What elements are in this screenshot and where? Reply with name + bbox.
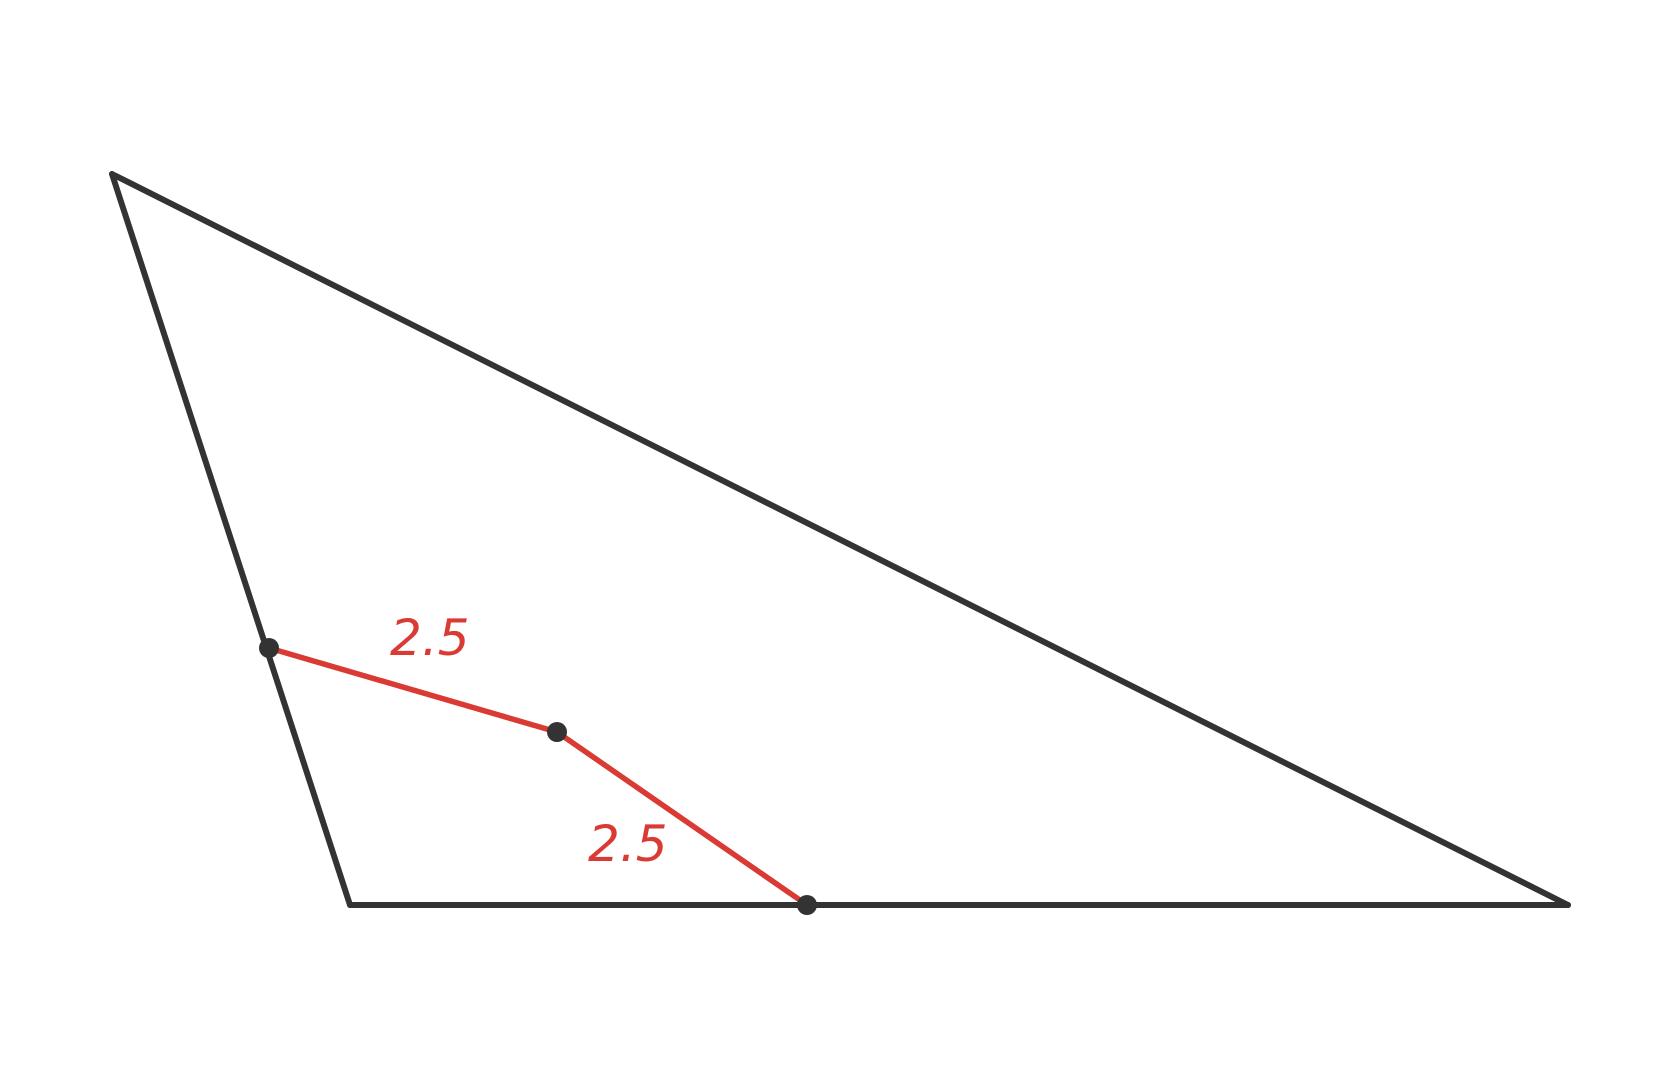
red-segment-upper [266, 645, 560, 735]
point-on-left-side [259, 638, 279, 658]
red-segment-lower [554, 729, 810, 908]
triangle-left-side [109, 171, 353, 908]
triangle-top-side [109, 171, 1571, 908]
upper-segment-length-label: 2.5 [390, 609, 470, 667]
point-interior [547, 722, 567, 742]
point-on-base [797, 895, 817, 915]
lower-segment-length-label: 2.5 [588, 815, 668, 873]
